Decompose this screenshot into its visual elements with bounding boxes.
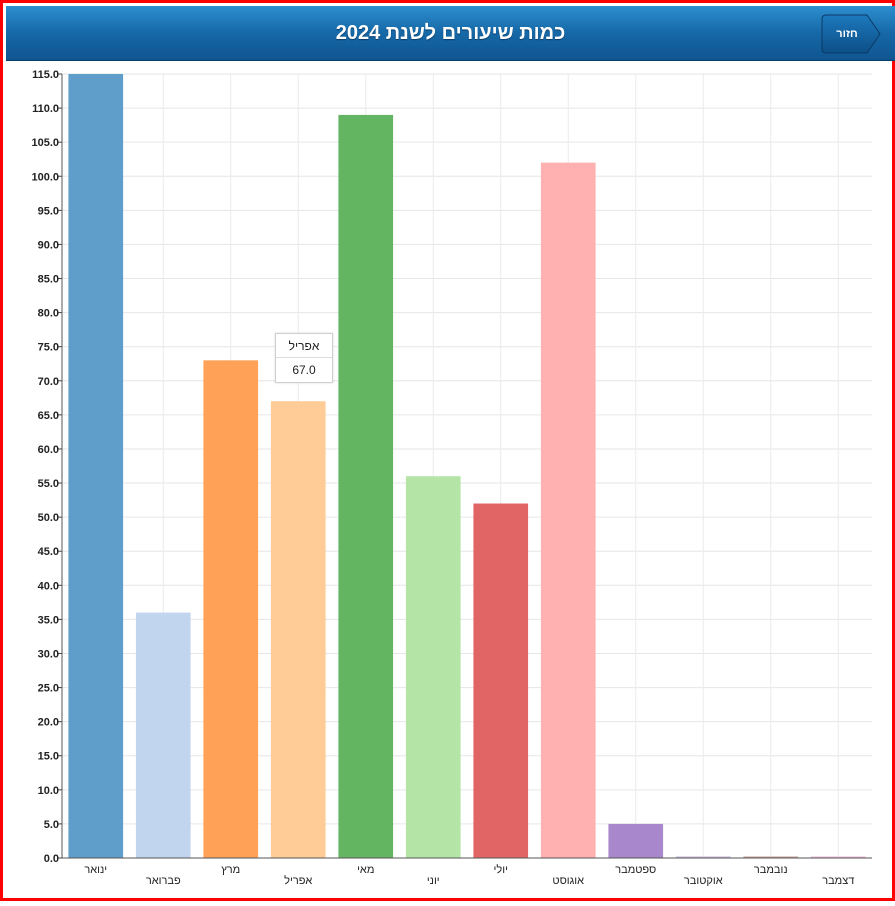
x-tick-label: יוני	[427, 875, 440, 887]
y-tick-label: 90.0	[38, 239, 59, 251]
chart-tooltip: אפריל 67.0	[275, 333, 333, 383]
back-arrow-icon	[821, 14, 881, 54]
y-tick-label: 70.0	[38, 376, 59, 388]
bar-5[interactable]	[338, 114, 394, 858]
x-tick-label: דצמבר	[822, 875, 854, 887]
header-bar: כמות שיעורים לשנת 2024 חזור	[6, 6, 895, 61]
y-tick-label: 40.0	[38, 580, 59, 592]
bar-10[interactable]	[675, 856, 731, 859]
tooltip-value: 67.0	[292, 363, 316, 377]
y-tick-label: 5.0	[44, 819, 59, 831]
chart-labels: 0.0 5.0 10.0 15.0 20.0 25.0 30.0 35.0 40.0 45.0 50…	[31, 69, 854, 887]
y-tick-label: 20.0	[38, 717, 59, 729]
y-tick-label: 10.0	[38, 785, 59, 797]
bar-9[interactable]	[608, 823, 664, 858]
y-tick-label: 50.0	[38, 512, 59, 524]
bar-chart: 0.0 5.0 10.0 15.0 20.0 25.0 30.0 35.0 40.0 45.0 50…	[31, 69, 872, 887]
x-tick-label: מרץ	[221, 864, 240, 876]
bar-6[interactable]	[405, 476, 461, 858]
bar-8[interactable]	[540, 162, 596, 858]
chart-area: 0.0 5.0 10.0 15.0 20.0 25.0 30.0 35.0 40.0 45.0 50…	[6, 61, 895, 901]
chart-bars	[68, 74, 866, 859]
x-tick-label: נובמבר	[754, 864, 788, 876]
bar-3[interactable]	[203, 360, 259, 858]
bar-2[interactable]	[135, 612, 191, 858]
y-tick-label: 115.0	[32, 69, 59, 81]
x-tick-label: אוקטובר	[684, 875, 723, 887]
page-title: כמות שיעורים לשנת 2024	[335, 22, 566, 44]
y-tick-label: 75.0	[38, 342, 59, 354]
bar-4[interactable]	[270, 401, 326, 858]
y-tick-label: 100.0	[31, 171, 59, 183]
back-button-label: חזור	[836, 28, 858, 40]
x-tick-label: מאי	[357, 864, 374, 876]
y-tick-label: 65.0	[38, 410, 59, 422]
bar-12[interactable]	[810, 856, 866, 859]
y-tick-label: 35.0	[38, 614, 59, 626]
y-tick-label: 85.0	[38, 274, 59, 286]
y-tick-label: 0.0	[44, 853, 59, 865]
y-tick-label: 55.0	[38, 478, 59, 490]
back-button[interactable]: חזור	[821, 14, 881, 54]
y-tick-label: 15.0	[38, 751, 59, 763]
bar-1[interactable]	[68, 74, 124, 858]
x-tick-label: ינואר	[84, 864, 107, 876]
y-tick-label: 25.0	[38, 683, 59, 695]
x-tick-label: יולי	[494, 863, 508, 876]
y-tick-label: 30.0	[38, 648, 59, 660]
x-tick-label: אפריל	[284, 874, 312, 887]
tooltip-title: אפריל	[276, 334, 332, 358]
y-tick-label: 45.0	[38, 546, 59, 558]
x-tick-label: אוגוסט	[552, 875, 584, 887]
y-tick-label: 80.0	[38, 308, 59, 320]
x-tick-label: פברואר	[146, 875, 181, 887]
x-tick-label: ספטמבר	[615, 864, 656, 876]
y-tick-label: 105.0	[31, 137, 59, 149]
y-tick-label: 110.0	[32, 103, 59, 115]
y-tick-label: 60.0	[38, 444, 59, 456]
bar-7[interactable]	[473, 503, 529, 858]
chart-grid	[62, 73, 872, 859]
bar-11[interactable]	[743, 856, 799, 859]
chart-axes	[58, 73, 872, 859]
y-tick-label: 95.0	[38, 205, 59, 217]
